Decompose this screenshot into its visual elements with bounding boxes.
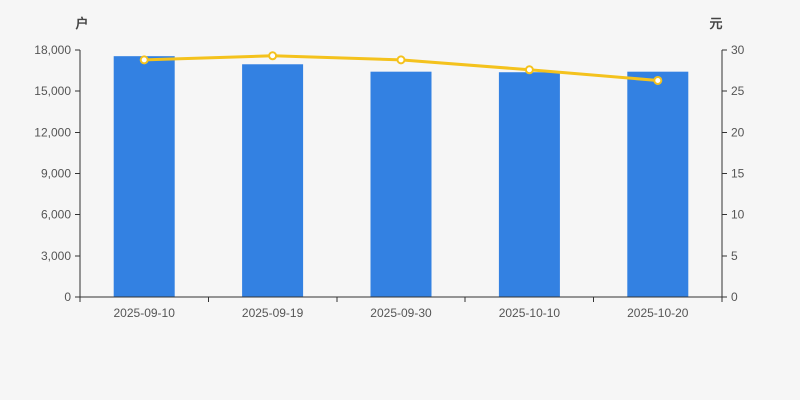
x-axis-label: 2025-09-10 xyxy=(114,306,176,320)
x-axis-label: 2025-09-19 xyxy=(242,306,304,320)
line-point-2025-09-19[interactable] xyxy=(268,51,278,61)
x-axis-label: 2025-10-20 xyxy=(627,306,689,320)
left-axis-tick-label: 6,000 xyxy=(41,208,71,222)
bar-2025-09-10[interactable] xyxy=(113,56,175,297)
right-axis-tick-label: 10 xyxy=(731,208,745,222)
bar-2025-09-19[interactable] xyxy=(242,64,304,297)
right-axis-tick-label: 5 xyxy=(731,249,738,263)
right-axis-tick-label: 15 xyxy=(731,167,745,181)
line-point-2025-10-10[interactable] xyxy=(524,65,534,75)
left-axis-tick-label: 3,000 xyxy=(41,249,71,263)
left-axis-tick-label: 12,000 xyxy=(34,125,71,139)
right-axis-tick-label: 0 xyxy=(731,290,738,304)
x-axis-label: 2025-10-10 xyxy=(499,306,561,320)
left-axis-tick-label: 15,000 xyxy=(34,84,71,98)
left-axis-unit: 户 xyxy=(75,16,88,31)
left-axis-tick-label: 9,000 xyxy=(41,167,71,181)
line-point-2025-09-10[interactable] xyxy=(139,55,149,65)
line-point-2025-09-30[interactable] xyxy=(396,55,406,65)
left-axis-tick-label: 18,000 xyxy=(34,43,71,57)
bar-2025-10-10[interactable] xyxy=(498,72,560,297)
line-point-2025-10-20[interactable] xyxy=(653,75,663,85)
right-axis-tick-label: 30 xyxy=(731,43,745,57)
left-axis-tick-label: 0 xyxy=(64,290,71,304)
right-axis-unit: 元 xyxy=(709,16,722,31)
bar-2025-10-20[interactable] xyxy=(627,71,689,297)
right-axis-tick-label: 25 xyxy=(731,84,745,98)
x-axis-label: 2025-09-30 xyxy=(370,306,432,320)
bar-2025-09-30[interactable] xyxy=(370,71,432,297)
right-axis-tick-label: 20 xyxy=(731,125,745,139)
